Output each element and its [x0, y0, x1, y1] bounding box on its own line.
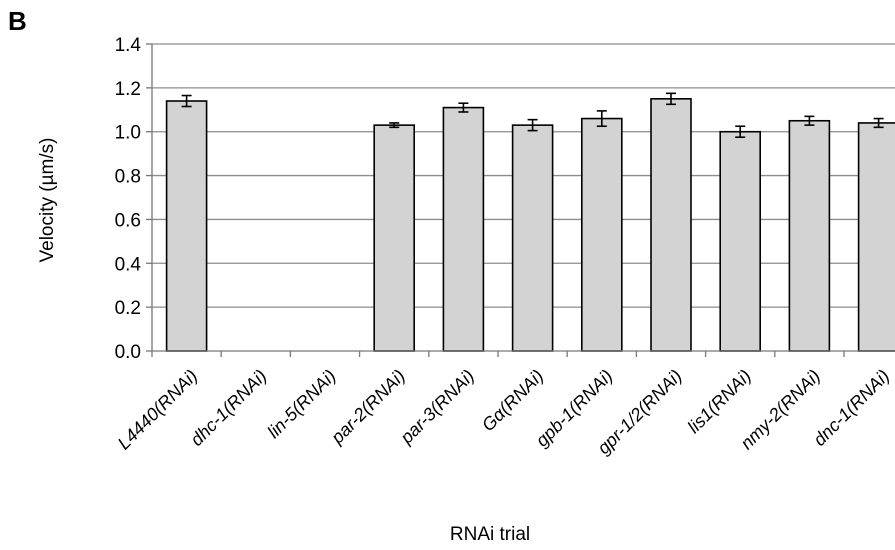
- category-label-1: L4440(RNAi): [114, 366, 202, 454]
- y-tick-label: 0.8: [115, 167, 141, 188]
- bar-4: [373, 124, 416, 352]
- error-bar-4: [389, 122, 400, 129]
- bar-6: [511, 124, 554, 352]
- bar-11: [857, 122, 895, 352]
- error-bar-10: [804, 115, 815, 126]
- y-tick-label: 0.2: [115, 298, 141, 319]
- bar-10: [788, 119, 831, 352]
- bar-9: [719, 130, 762, 352]
- error-bar-6: [527, 118, 538, 132]
- error-bar-5: [458, 102, 469, 113]
- y-tick-label: 1.4: [115, 35, 142, 56]
- category-label-4: par-2(RNAi): [327, 366, 410, 449]
- bar-7: [580, 117, 623, 352]
- x-axis: L4440(RNAi)dhc-1(RNAi)lin-5(RNAi)par-2(R…: [114, 350, 895, 458]
- error-bar-9: [735, 125, 746, 138]
- bars: [165, 92, 895, 352]
- error-bar-8: [666, 92, 676, 106]
- y-tick-label: 0.6: [115, 210, 141, 231]
- error-bar-1: [181, 94, 192, 108]
- bar-8: [650, 98, 692, 352]
- bar-1: [165, 100, 208, 352]
- x-axis-title: RNAi trial: [450, 524, 530, 545]
- error-bar-7: [596, 110, 607, 128]
- category-label-3: lin-5(RNAi): [263, 366, 339, 442]
- bar-5: [442, 106, 485, 352]
- panel-label: B: [8, 6, 27, 36]
- y-tick-label: 1.2: [115, 79, 141, 100]
- y-tick-label: 0.0: [115, 342, 141, 363]
- y-axis: 0.0 0.2 0.4 0.6 0.8 1.0 1.2 1.4: [115, 35, 153, 363]
- category-label-6: Gα(RNAi): [478, 366, 547, 435]
- y-axis-title: Velocity (µm/s): [37, 138, 58, 263]
- category-label-5: par-3(RNAi): [396, 366, 479, 449]
- y-tick-label: 1.0: [115, 123, 141, 144]
- error-bar-11: [873, 117, 884, 129]
- category-label-9: lis1(RNAi): [684, 366, 755, 437]
- y-tick-label: 0.4: [115, 254, 142, 275]
